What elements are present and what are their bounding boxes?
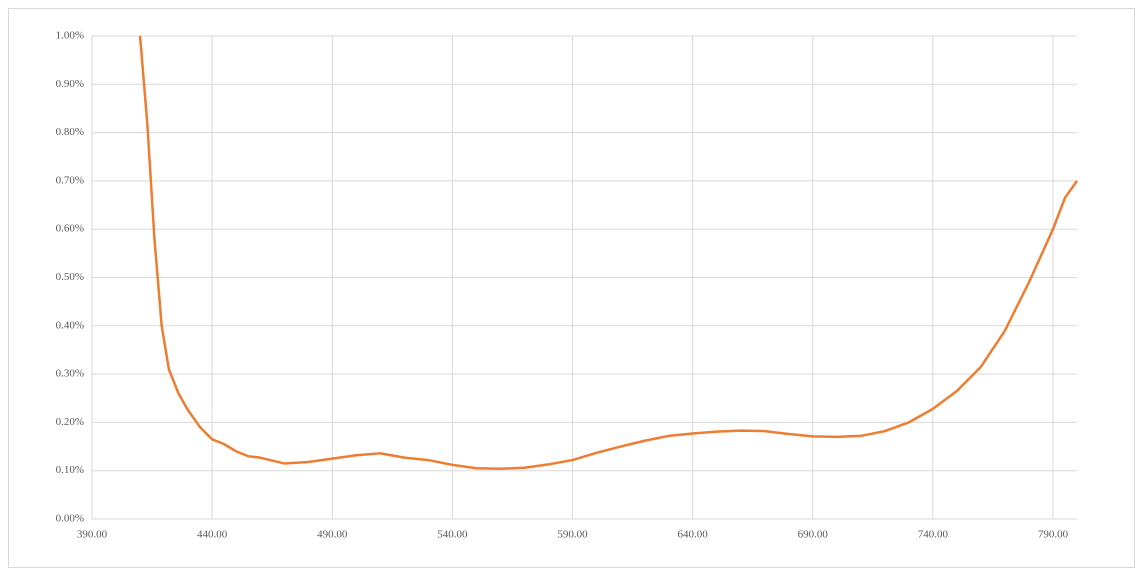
y-tick-label: 0.60%: [56, 223, 84, 235]
x-tick-label: 540.00: [437, 529, 468, 541]
x-tick-label: 590.00: [557, 529, 588, 541]
x-tick-label: 740.00: [918, 529, 949, 541]
y-tick-label: 0.10%: [56, 464, 84, 476]
data-line: [138, 35, 1079, 471]
y-tick-label: 0.50%: [56, 271, 84, 283]
y-tick-label: 0.00%: [56, 513, 84, 525]
y-tick-label: 0.30%: [56, 368, 84, 380]
chart-frame: [8, 8, 1135, 568]
x-tick-label: 790.00: [1038, 529, 1069, 541]
x-tick-label: 440.00: [197, 529, 228, 541]
x-tick-label: 690.00: [798, 529, 829, 541]
y-tick-label: 0.20%: [56, 416, 84, 428]
x-tick-label: 390.00: [77, 529, 108, 541]
y-tick-label: 0.80%: [56, 126, 84, 138]
x-tick-label: 640.00: [677, 529, 708, 541]
y-tick-label: 0.70%: [56, 174, 84, 186]
x-tick-label: 490.00: [317, 529, 348, 541]
y-tick-label: 0.90%: [56, 78, 84, 90]
y-tick-label: 1.00%: [56, 30, 84, 42]
y-tick-label: 0.40%: [56, 319, 84, 331]
